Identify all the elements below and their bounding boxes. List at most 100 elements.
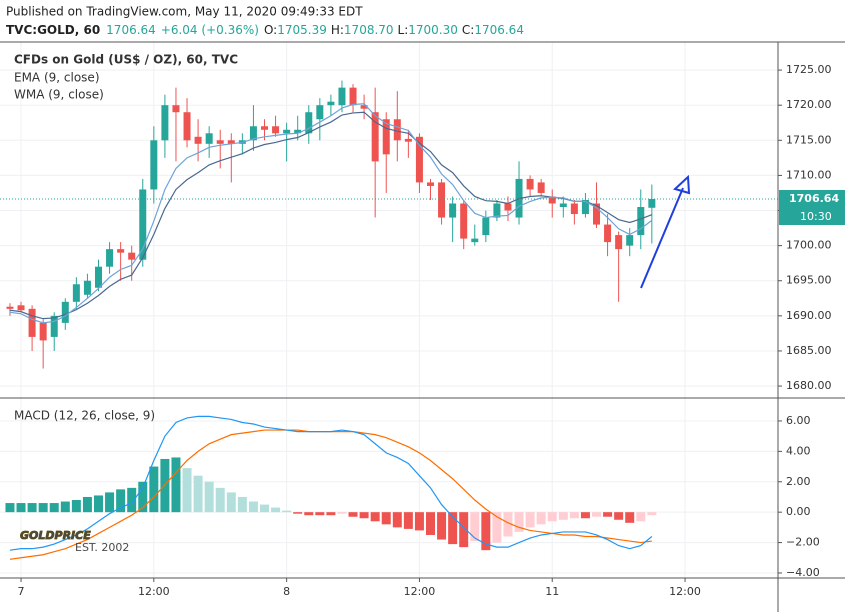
histogram-bar [547, 512, 557, 522]
x-tick-label: 7 [18, 585, 25, 598]
indicator-line [9, 111, 653, 320]
marks: 1680.001685.001690.001695.001700.001705.… [0, 63, 845, 598]
y-tick-label: 1690.00 [786, 309, 832, 322]
candle-body [249, 126, 257, 141]
histogram-bar [614, 512, 624, 520]
histogram-bar [105, 492, 115, 513]
price-title: CFDs on Gold (US$ / OZ), 60, TVC [14, 53, 238, 67]
ohlc-value: 1705.39 [277, 23, 327, 37]
candle-body [371, 112, 379, 162]
histogram-bar [392, 512, 402, 528]
histogram-bar [403, 512, 413, 529]
ohlc-value: 1708.70 [344, 23, 394, 37]
y-tick-label: 1720.00 [786, 98, 832, 111]
candle-body [593, 203, 601, 225]
candle-body [615, 235, 623, 250]
candle-body [327, 101, 335, 106]
candle-body [559, 203, 567, 208]
candle-body [61, 301, 69, 323]
candle-body [260, 126, 268, 130]
histogram-bar [525, 512, 535, 528]
candle-body [637, 207, 645, 236]
legend-entry: EMA (9, close) [14, 71, 100, 85]
histogram-bar [27, 503, 37, 513]
candle-body [272, 126, 280, 134]
candle-body [17, 305, 25, 311]
annotation-arrow [640, 174, 691, 289]
candle-body [183, 112, 191, 141]
histogram-bar [536, 512, 546, 525]
histogram-bar [237, 496, 247, 513]
arrow-shaft [640, 187, 684, 289]
y-tick-label: 1700.00 [786, 239, 832, 252]
candle-body [28, 308, 36, 337]
histogram-bar [359, 512, 369, 519]
indicator-line [9, 103, 653, 324]
histogram-bar [215, 487, 225, 513]
x-tick-label: 12:00 [138, 585, 170, 598]
watermark-est: EST. 2002 [75, 541, 129, 554]
candle-body [360, 105, 368, 109]
macd-title: MACD (12, 26, close, 9) [14, 409, 155, 423]
candle-body [504, 203, 512, 211]
y-tick-label: 1715.00 [786, 133, 832, 146]
histogram-bar [49, 503, 59, 513]
candle-body [216, 140, 224, 144]
histogram-bar [248, 501, 258, 513]
candle-body [438, 182, 446, 218]
candle-body [139, 189, 147, 260]
histogram-bar [603, 512, 613, 517]
published: Published on TradingView.com, May 11, 20… [6, 5, 363, 19]
last: 1706.64 [106, 23, 156, 37]
histogram-bar [514, 512, 524, 532]
candle-body [537, 182, 545, 193]
symbol: TVC:GOLD, 60 [6, 23, 100, 37]
x-tick-label: 12:00 [669, 585, 701, 598]
histogram-bar [381, 512, 391, 525]
candle-body [626, 235, 634, 246]
candle-body [50, 315, 58, 337]
ohlc-label: C: [462, 23, 474, 37]
histogram-bar [182, 468, 192, 513]
histogram-bar [116, 489, 126, 513]
candle-body [106, 249, 114, 267]
histogram-bar [16, 503, 26, 513]
histogram-bar [636, 512, 646, 522]
x-tick-label: 8 [283, 585, 290, 598]
histogram-bar [569, 512, 579, 519]
candle-body [227, 140, 235, 144]
histogram-bar [580, 512, 590, 519]
candle-body [6, 306, 14, 309]
quote-line: TVC:GOLD, 60 1706.64 +6.04 (+0.36%) O:1705.… [6, 23, 524, 37]
histogram-bar [459, 512, 469, 548]
last-price-tag [779, 190, 845, 209]
histogram-bar [592, 512, 602, 517]
candle-body [393, 119, 401, 141]
histogram-bar [370, 512, 380, 522]
candle-body [449, 203, 457, 218]
histogram-bar [93, 495, 103, 513]
y-tick-label: 1680.00 [786, 379, 832, 392]
histogram-bar [38, 503, 48, 513]
histogram-bar [271, 507, 281, 513]
y-tick-label: 6.00 [786, 414, 811, 427]
histogram-bar [282, 510, 292, 513]
candle-body [194, 136, 202, 144]
histogram-bar [293, 512, 303, 514]
histogram-bar [481, 512, 491, 551]
macd-line [9, 415, 653, 551]
watermark-brand: GOLDPRICE [20, 529, 91, 542]
change: +6.04 (+0.36%) [161, 23, 259, 37]
candle-body [305, 112, 313, 134]
histogram-bar [149, 466, 159, 513]
last-price-label: 1706.64 [789, 192, 839, 205]
histogram-bar [259, 504, 269, 513]
candle-body [39, 322, 47, 341]
candle-body [294, 129, 302, 134]
histogram-bar [470, 512, 480, 542]
y-tick-label: 1710.00 [786, 168, 832, 181]
candle-body [205, 133, 213, 144]
candle-body [83, 280, 91, 295]
